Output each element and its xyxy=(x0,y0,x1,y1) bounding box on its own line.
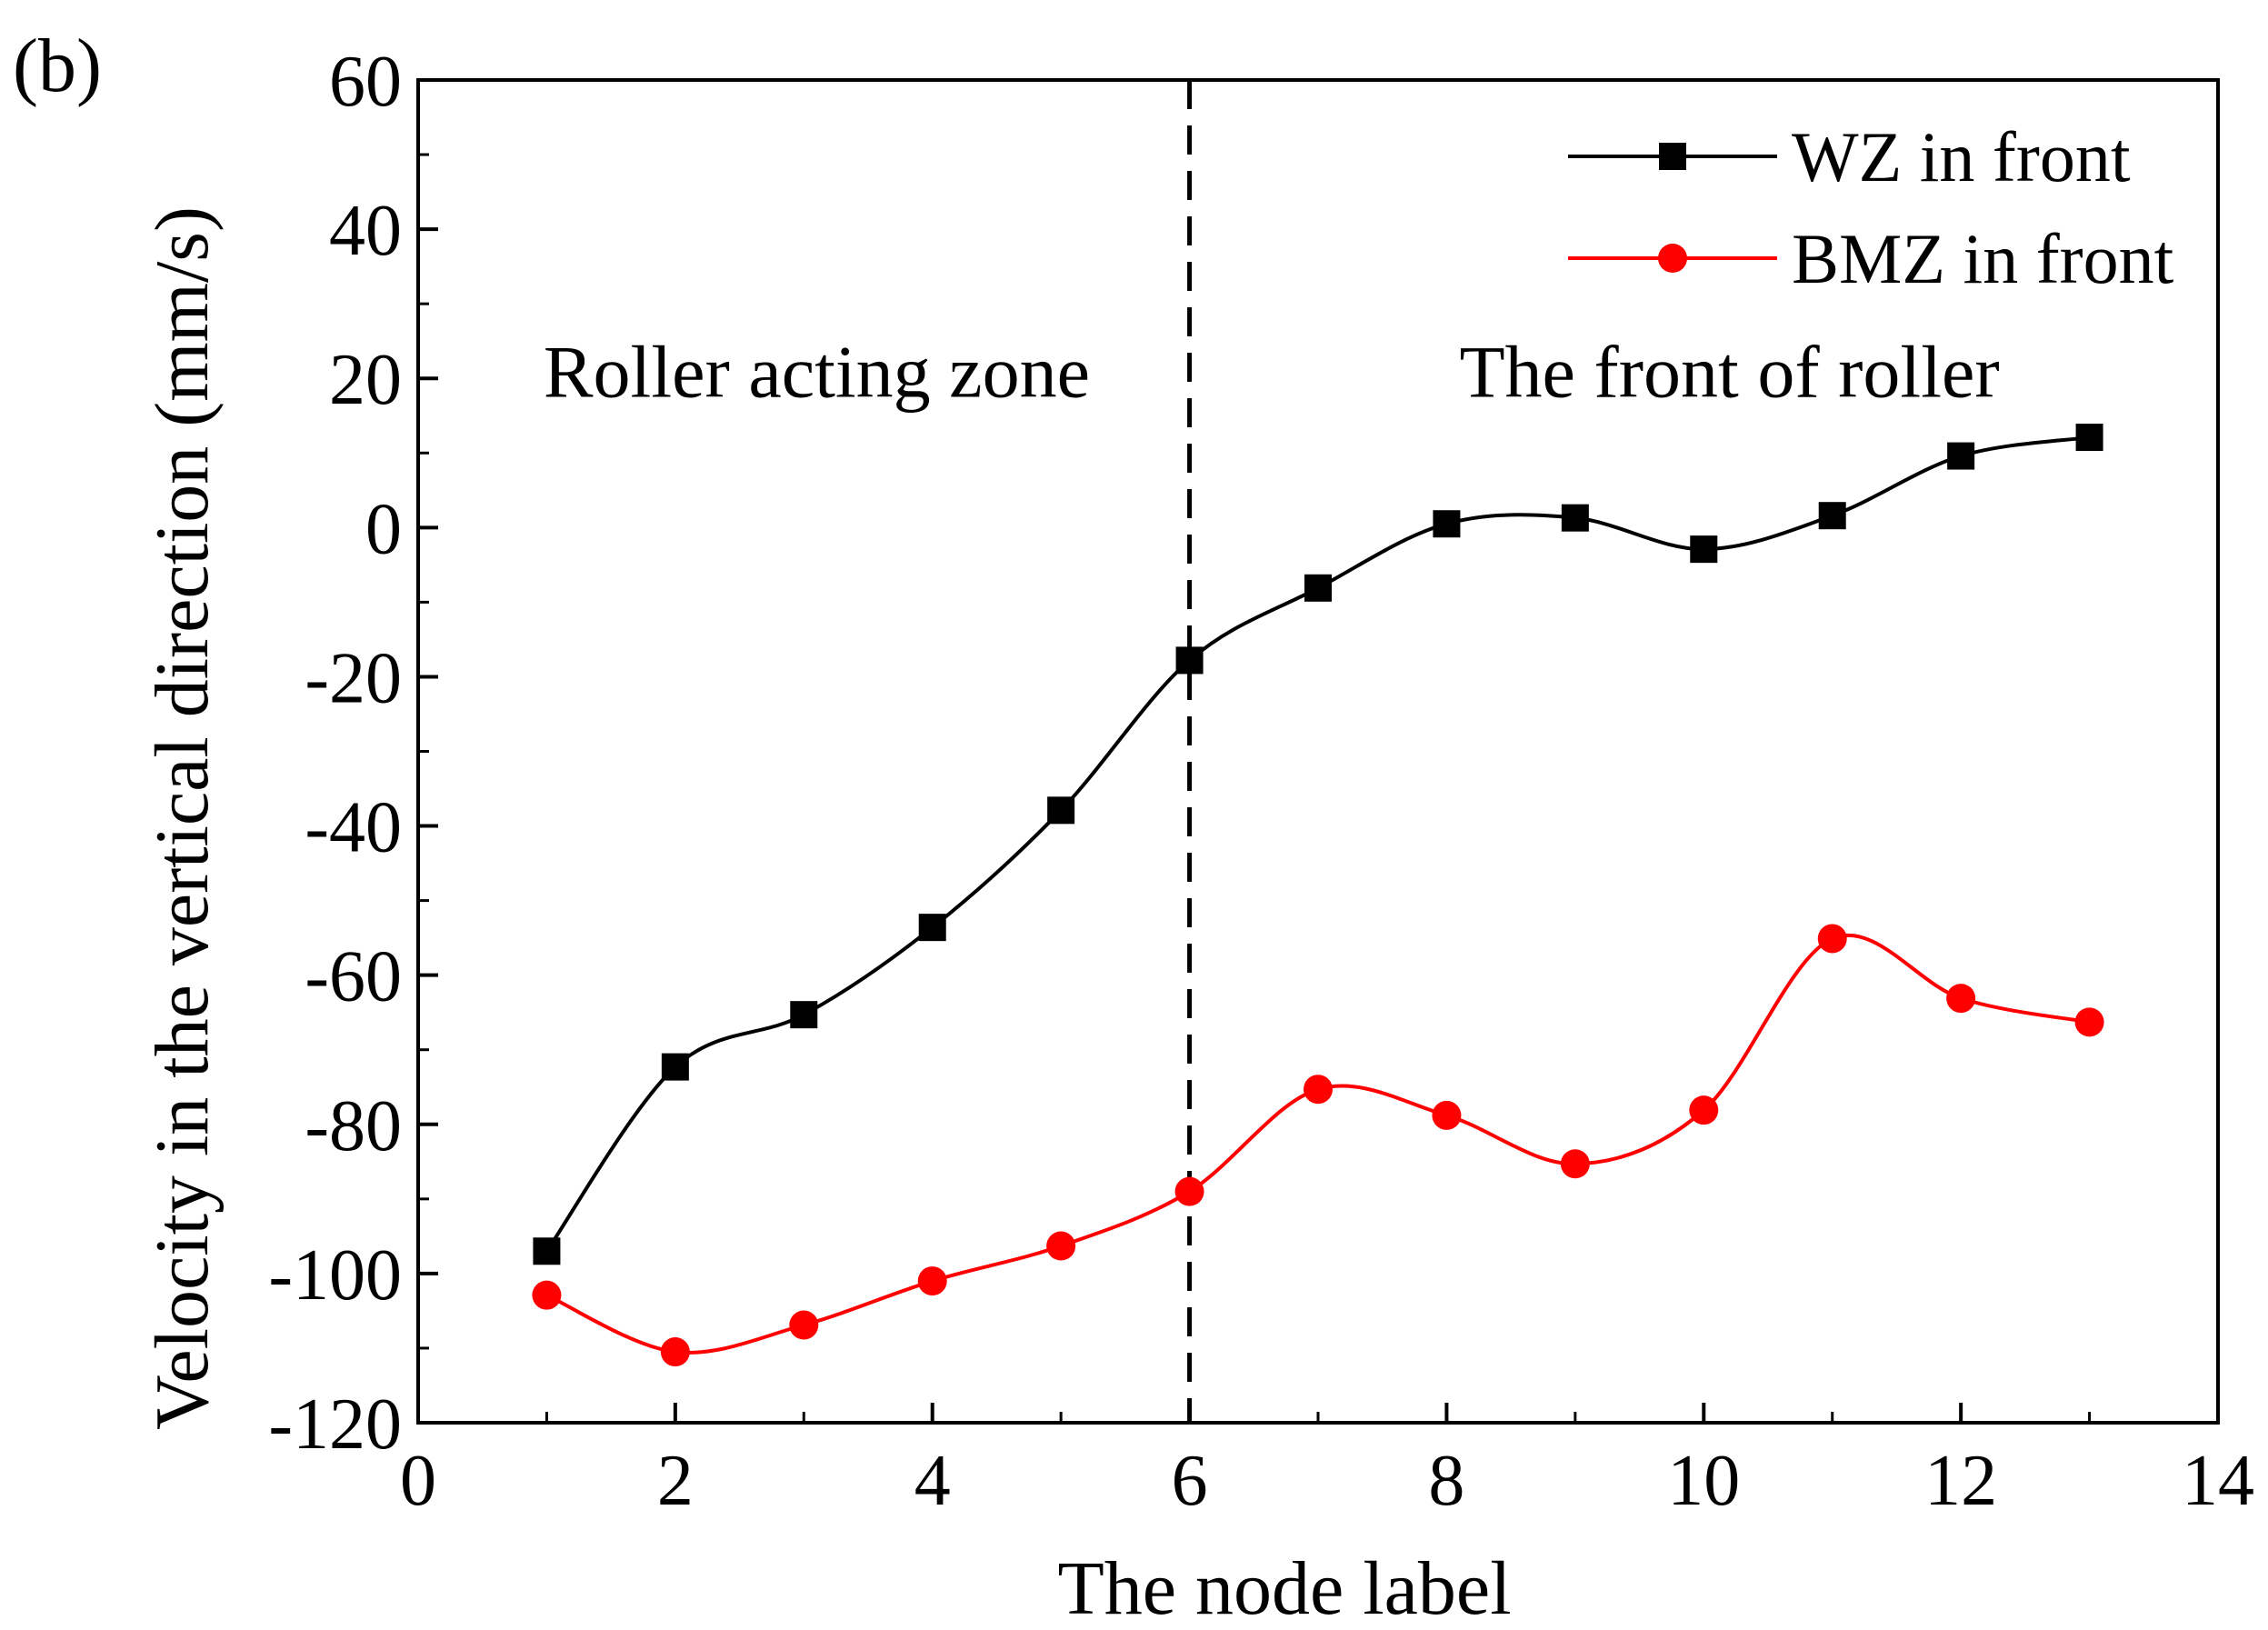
y-tick-label: 60 xyxy=(329,42,402,122)
y-tick-label: 20 xyxy=(329,340,402,420)
data-point-circle xyxy=(1046,1231,1076,1261)
x-tick-label: 6 xyxy=(1172,1441,1208,1521)
series-line-wz xyxy=(545,435,2090,1253)
data-point-square xyxy=(2075,424,2103,452)
legend-marker-circle xyxy=(1658,244,1687,273)
legend-label: BMZ in front xyxy=(1792,219,2174,298)
y-tick-label: 40 xyxy=(329,191,402,271)
data-point-circle xyxy=(1432,1100,1462,1130)
data-point-square xyxy=(1175,646,1204,675)
data-point-square xyxy=(1947,442,1975,470)
x-tick-label: 8 xyxy=(1428,1441,1464,1521)
data-point-circle xyxy=(1946,984,1976,1014)
data-point-circle xyxy=(1174,1176,1204,1206)
x-tick-label: 4 xyxy=(914,1441,951,1521)
x-tick-label: 0 xyxy=(400,1441,436,1521)
y-tick-label: -100 xyxy=(268,1235,402,1315)
y-tick-label: -40 xyxy=(305,788,402,868)
zone-annotation: The front of roller xyxy=(1459,331,1999,414)
panel-label: (b) xyxy=(13,24,102,108)
legend: WZ in front BMZ in front xyxy=(1568,117,2174,298)
data-point-square xyxy=(790,1001,818,1029)
series-markers xyxy=(532,424,2104,1367)
y-tick-label: 0 xyxy=(365,489,402,569)
y-tick-label: -60 xyxy=(305,937,402,1017)
legend-label: WZ in front xyxy=(1792,117,2131,196)
x-tick-label: 14 xyxy=(2182,1441,2254,1521)
data-point-square xyxy=(1047,796,1075,825)
data-point-square xyxy=(918,914,946,942)
y-tick-label: -120 xyxy=(268,1385,402,1465)
x-tick-label: 10 xyxy=(1667,1441,1740,1521)
data-point-square xyxy=(1690,535,1718,564)
y-tick-label: -20 xyxy=(305,638,402,718)
data-point-circle xyxy=(917,1266,947,1296)
y-axis-title: Velocity in the vertical direction (mm/s… xyxy=(140,206,225,1430)
data-point-circle xyxy=(789,1310,819,1340)
data-point-square xyxy=(533,1237,561,1265)
data-point-circle xyxy=(1689,1095,1719,1125)
data-point-circle xyxy=(1817,924,1847,954)
zone-annotation: Roller acting zone xyxy=(544,331,1090,414)
x-axis-title: The node label xyxy=(1057,1546,1511,1630)
annotations: Roller acting zone The front of roller xyxy=(544,331,2000,414)
data-point-square xyxy=(1304,574,1332,602)
data-point-circle xyxy=(1304,1075,1333,1105)
legend-marker-square xyxy=(1659,143,1686,170)
data-point-circle xyxy=(1560,1149,1590,1179)
data-point-circle xyxy=(660,1337,690,1367)
y-tick-label: -80 xyxy=(305,1086,402,1166)
data-point-square xyxy=(661,1053,689,1081)
series-line-bmz xyxy=(545,933,2090,1355)
axes: 0 2 4 6 8 10 12 14 -120 -100 -80 -60 -40 -20 0 20 40 60 xyxy=(268,42,2254,1521)
data-point-circle xyxy=(532,1280,562,1310)
x-tick-label: 12 xyxy=(1924,1441,1997,1521)
data-point-square xyxy=(1433,510,1461,538)
data-point-circle xyxy=(2074,1007,2104,1037)
data-point-square xyxy=(1561,504,1589,532)
x-tick-label: 2 xyxy=(657,1441,694,1521)
data-point-square xyxy=(1818,502,1846,530)
